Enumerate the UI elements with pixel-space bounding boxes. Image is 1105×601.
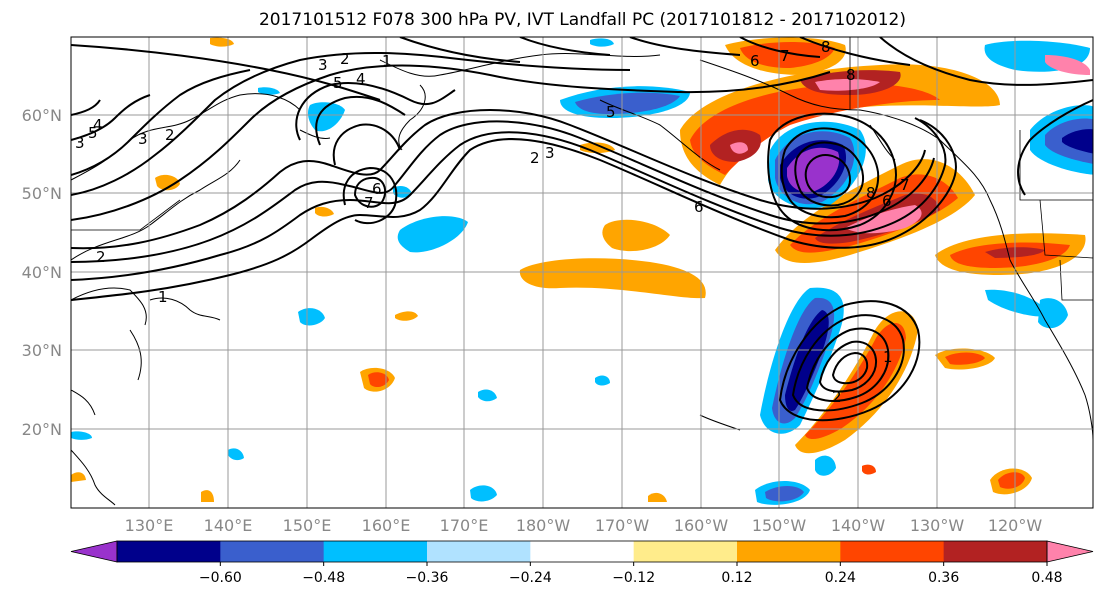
- contour-label: 6: [750, 52, 760, 70]
- contour-label: 2: [832, 388, 842, 406]
- contour-label: 2: [340, 50, 350, 68]
- lon-tick-label: 130°W: [910, 516, 965, 535]
- borders: [71, 37, 1093, 301]
- colorbar-tick-label: 0.36: [928, 570, 959, 586]
- colorbar-segment: [220, 541, 325, 562]
- colorbar-border: [116, 540, 1048, 563]
- colorbar-segment: [840, 541, 945, 562]
- lon-tick-label: 130°E: [125, 516, 174, 535]
- lon-tick-label: 120°W: [988, 516, 1043, 535]
- contour-label: 3: [545, 144, 555, 162]
- colorbar-segment: [943, 541, 1048, 562]
- coastlines: [71, 53, 1093, 506]
- colorbar-extend-low: [70, 540, 118, 563]
- map-border: [70, 36, 1094, 509]
- lon-tick-label: 140°E: [204, 516, 253, 535]
- lon-tick-label: 160°E: [362, 516, 411, 535]
- lat-tick-label: 50°N: [22, 184, 62, 203]
- colorbar-tick-label: −0.24: [509, 570, 552, 586]
- colorbar-segment: [737, 541, 841, 562]
- lat-tick-label: 60°N: [22, 106, 62, 125]
- colorbar-tick-label: −0.48: [302, 570, 345, 586]
- contour-label: 6: [372, 180, 382, 198]
- colorbar-tick-label: −0.60: [199, 570, 242, 586]
- latitude-axis: 60°N 50°N 40°N 30°N 20°N: [22, 106, 62, 439]
- contour-label: 7: [900, 176, 910, 194]
- graticule: [71, 37, 1093, 508]
- contour-label: 7: [780, 47, 790, 65]
- colorbar-tick-label: 0.24: [825, 570, 856, 586]
- contour-labels: 1 2 3 4 5 6 7 8 5 3 2 6 7 8 6 3 2 4 5 3 …: [75, 38, 910, 406]
- plot-title: 2017101512 F078 300 hPa PV, IVT Landfall…: [258, 10, 906, 30]
- lon-tick-label: 150°W: [752, 516, 807, 535]
- contour-label: 7: [364, 194, 374, 212]
- colorbar: [70, 540, 1094, 563]
- colorbar-segment: [633, 541, 738, 562]
- lon-tick-label: 170°E: [440, 516, 489, 535]
- colorbar-tick-label: −0.36: [406, 570, 449, 586]
- lon-tick-label: 150°E: [283, 516, 332, 535]
- contour-label: 8: [821, 38, 831, 56]
- contour-label: 4: [93, 116, 103, 134]
- lat-tick-label: 20°N: [22, 420, 62, 439]
- colorbar-segment: [427, 541, 531, 562]
- colorbar-segment: [117, 541, 221, 562]
- colorbar-tick-label: 0.12: [721, 570, 752, 586]
- map-content: 1 2 3 4 5 6 7 8 5 3 2 6 7 8 6 3 2 4 5 3 …: [71, 37, 1093, 508]
- colorbar-segment: [323, 541, 428, 562]
- contour-label: 4: [356, 70, 366, 88]
- contour-label: 2: [530, 149, 540, 167]
- contour-label: 6: [694, 198, 704, 216]
- contour-label: 3: [138, 130, 148, 148]
- lat-tick-label: 40°N: [22, 263, 62, 282]
- lon-tick-label: 170°W: [595, 516, 650, 535]
- colorbar-segment: [530, 541, 635, 562]
- lon-tick-label: 180°W: [516, 516, 571, 535]
- contour-label: 6: [882, 192, 892, 210]
- colorbar-extend-high: [1046, 540, 1094, 563]
- lon-tick-label: 140°W: [831, 516, 886, 535]
- contour-label: 1: [883, 348, 893, 366]
- pv-contours: [71, 37, 1093, 422]
- contour-label: 2: [96, 248, 106, 266]
- contour-label: 5: [333, 74, 343, 92]
- contour-label: 2: [165, 126, 175, 144]
- colorbar-tick-label: 0.48: [1031, 570, 1062, 586]
- longitude-axis: 130°E 140°E 150°E 160°E 170°E 180°W 170°…: [125, 516, 1043, 535]
- contour-label: 8: [866, 184, 876, 202]
- contour-label: 1: [158, 288, 168, 306]
- colorbar-tick-label: −0.12: [612, 570, 655, 586]
- contour-label: 5: [88, 124, 98, 142]
- contour-label: 3: [75, 134, 85, 152]
- lon-tick-label: 160°W: [674, 516, 729, 535]
- colorbar-labels: −0.60 −0.48 −0.36 −0.24 −0.12 0.12 0.24 0.36 0.4…: [199, 562, 1063, 586]
- contour-label: 3: [318, 56, 328, 74]
- lat-tick-label: 30°N: [22, 341, 62, 360]
- contour-label: 8: [846, 66, 856, 84]
- contour-label: 1: [382, 52, 392, 70]
- contour-label: 5: [606, 103, 616, 121]
